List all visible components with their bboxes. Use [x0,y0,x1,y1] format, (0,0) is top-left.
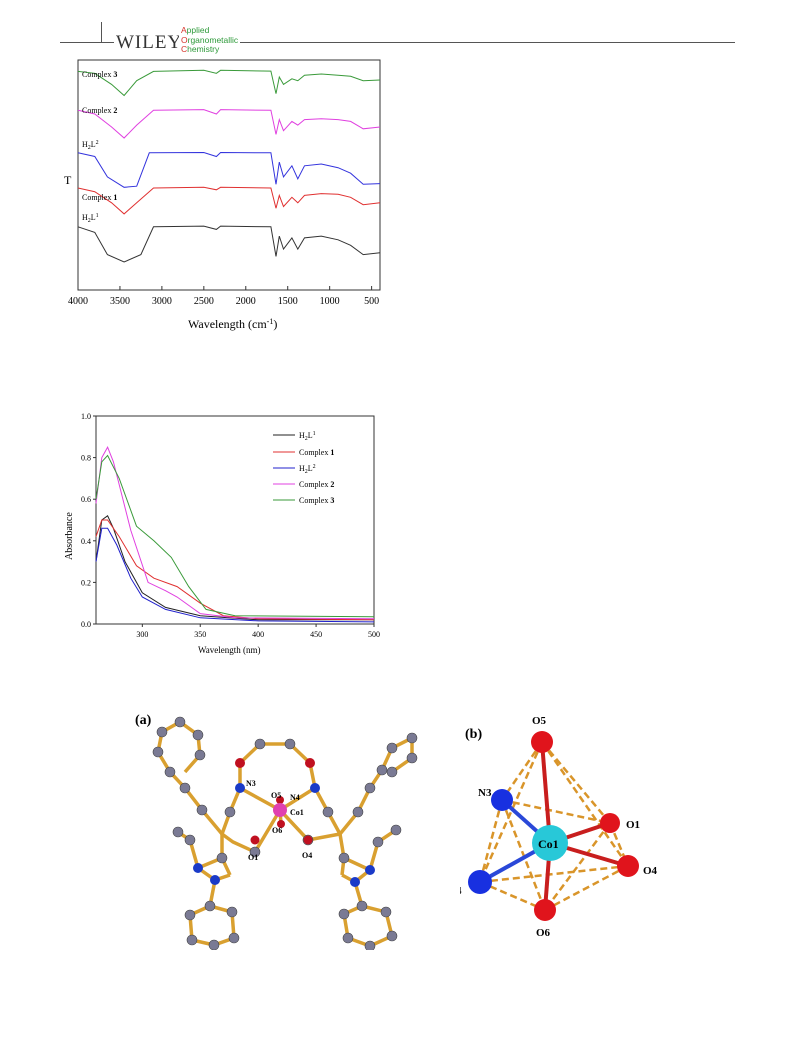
ir-label-h2l1: H2L1 [82,213,99,224]
ir-plot-frame [77,59,381,291]
uv-x-tick-label: 300 [136,630,148,639]
ir-series-group [77,69,381,263]
uv-vis-chart: 300 350 400 450 500 0.0 0.2 0.4 0.6 0.8 1.0 Absorb… [64,412,380,655]
legend-label-complex3: Complex 3 [299,496,334,505]
journal-initial: C [181,44,188,54]
atom-label-o1: O1 [248,853,258,862]
uv-x-tick-label: 400 [252,630,264,639]
ir-label-complex3: Complex 3 [82,70,117,79]
uv-series-line [95,446,375,620]
uv-y-tick-label: 0.0 [81,620,91,629]
uv-y-tick-label: 0.8 [81,454,91,463]
ir-x-tick-label: 1500 [278,296,298,307]
uv-series-line [95,515,374,621]
ir-label-h2l2: H2L2 [82,140,99,151]
ir-x-label-main: Wavelength (cm [188,317,267,331]
legend-label-complex1: Complex 1 [299,448,334,457]
ir-series-line [77,109,381,139]
atom-label-n3: N3 [478,787,492,799]
uv-y-tick-label: 1.0 [81,412,91,421]
legend-label-h2l1: H2L1 [299,431,316,442]
journal-logo: Applied Organometallic Chemistry [179,25,241,55]
atom-labels-a: N3 O5 N4 Co1 O6 O1 O4 [246,779,312,862]
cobalt-atom-a [273,803,287,817]
oxygen-atoms-a [235,758,315,845]
uv-series-group [95,446,375,623]
atom-n3 [491,789,513,811]
atom-label-o1: O1 [626,819,640,831]
ir-x-tick-label: 3000 [152,296,172,307]
atom-label-o6: O6 [272,826,282,835]
uv-series-line [95,519,375,621]
uv-legend: H2L1 Complex 1 H2L2 Complex 2 Complex 3 [273,431,334,505]
uv-y-tick-label: 0.6 [81,495,91,504]
uv-x-label: Wavelength (nm) [198,645,261,655]
atom-o4 [617,855,639,877]
ir-spectra-chart: 4000 3500 3000 2500 2000 1500 1000 500 T Wavele… [64,59,381,331]
uv-x-tick-label: 500 [368,630,380,639]
uv-y-tick-label: 0.2 [81,578,91,587]
atom-label-o5: O5 [271,791,281,800]
journal-word: hemistry [187,44,220,54]
header-tick [101,22,102,42]
uv-series-line [95,527,375,623]
ir-x-label-sup: -1 [267,317,274,326]
journal-word: pplied [186,25,210,35]
ir-series-line [77,69,381,97]
atom-label-n4: N4 [460,885,462,897]
atom-label-n3: N3 [246,779,256,788]
ir-series-line [77,186,381,215]
atom-o1 [600,813,620,833]
ir-x-tick-label: 2000 [236,296,256,307]
panel-a-label: (a) [135,713,152,728]
ir-x-tick-label: 3500 [110,296,130,307]
panel-b-label: (b) [465,727,482,742]
header-rule [60,42,735,43]
atom-label-n4: N4 [290,793,300,802]
uv-series-line [95,454,375,618]
ir-series-line [77,225,381,263]
ir-x-ticks: 4000 3500 3000 2500 2000 1500 1000 500 [68,286,379,307]
carbon-atoms-a [152,716,418,950]
uv-ticks: 300 350 400 450 500 0.0 0.2 0.4 0.6 0.8 1.0 [81,412,380,639]
legend-label-h2l2: H2L2 [299,464,316,475]
ir-x-label: Wavelength (cm-1) [188,317,277,331]
atom-label-co1: Co1 [290,808,304,817]
atom-o5 [531,731,553,753]
ir-x-tick-label: 2500 [194,296,214,307]
structure-panel-a: (a) [135,713,418,950]
nitrogen-atoms-a [193,783,375,887]
ir-y-label: T [64,173,72,187]
ir-x-label-close: ) [273,317,277,331]
ir-x-tick-label: 1000 [320,296,340,307]
ir-x-tick-label: 500 [364,296,379,307]
atom-label-o5: O5 [532,715,547,727]
publisher-logo: WILEY [114,32,185,53]
atom-co1 [532,825,568,861]
polyhedron-edges [478,741,630,912]
atom-label-o4: O4 [302,851,312,860]
uv-y-tick-label: 0.4 [81,537,91,546]
journal-word: rganometallic [187,34,239,45]
atom-labels-b: O5 N3 O1 Co1 N4 O4 O6 [460,715,658,939]
uv-plot-frame [95,415,375,625]
structure-panel-b: (b) O5 N3 O1 Co1 N4 O4 O6 [460,715,658,939]
journal-initial: O [181,34,188,45]
atom-label-o6: O6 [536,927,551,939]
legend-label-complex2: Complex 2 [299,480,334,489]
ir-x-tick-label: 4000 [68,296,88,307]
atom-n4 [468,870,492,894]
uv-y-label: Absorbance [64,512,75,560]
ir-label-complex2: Complex 2 [82,106,117,115]
atom-label-co1: Co1 [538,837,559,851]
ir-series-line [77,151,381,188]
uv-x-tick-label: 350 [194,630,206,639]
ir-label-complex1: Complex 1 [82,193,117,202]
journal-initial: A [181,25,187,35]
uv-x-tick-label: 450 [310,630,322,639]
atom-o6 [534,899,556,921]
atom-label-o4: O4 [643,865,658,877]
